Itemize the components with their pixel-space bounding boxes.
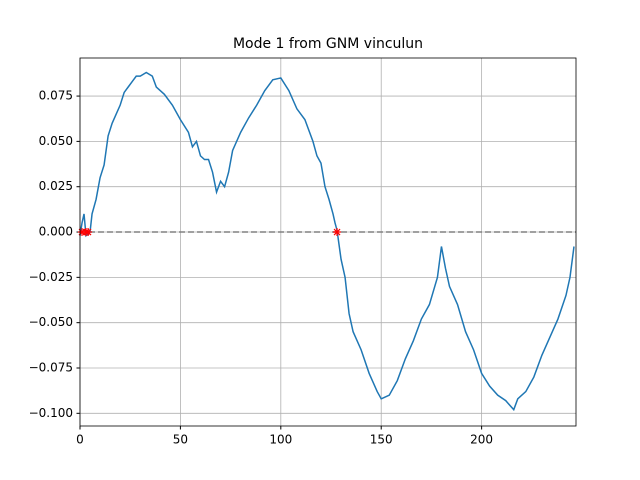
y-tick-label: −0.025 xyxy=(29,270,73,284)
y-tick-label: −0.100 xyxy=(29,406,73,420)
x-tick-label: 0 xyxy=(76,433,84,447)
chart-title: Mode 1 from GNM vinculun xyxy=(233,36,423,52)
zero-marker xyxy=(78,228,87,237)
zero-marker xyxy=(84,228,93,237)
x-tick-label: 50 xyxy=(173,433,188,447)
data-line xyxy=(79,71,575,412)
y-tick-label: −0.075 xyxy=(29,360,73,374)
y-tick-label: 0.050 xyxy=(39,134,73,148)
x-tick-label: 100 xyxy=(269,433,292,447)
plot-frame xyxy=(79,57,577,427)
y-tick-label: 0.025 xyxy=(39,179,73,193)
zero-marker xyxy=(333,228,342,237)
x-tick-label: 200 xyxy=(470,433,493,447)
y-tick-label: 0.075 xyxy=(39,89,73,103)
y-tick-label: 0.000 xyxy=(39,225,73,239)
y-tick-label: −0.050 xyxy=(29,315,73,329)
x-tick-label: 150 xyxy=(370,433,393,447)
